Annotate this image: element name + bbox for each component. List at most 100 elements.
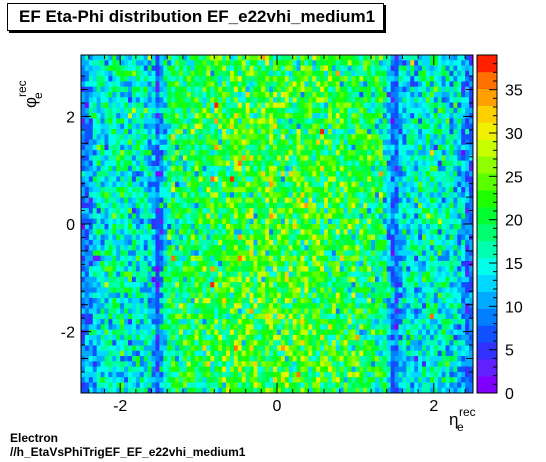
heatmap-cell <box>198 187 203 193</box>
heatmap-cell <box>363 382 368 389</box>
heatmap-cell <box>163 60 168 66</box>
heatmap-cell <box>343 366 348 373</box>
heatmap-cell <box>100 181 105 188</box>
heatmap-cell <box>194 155 199 162</box>
heatmap-cell <box>135 387 141 394</box>
heatmap-cell <box>280 260 286 267</box>
heatmap-cell <box>241 350 247 357</box>
heatmap-cell <box>92 55 98 61</box>
heatmap-cell <box>147 91 152 98</box>
heatmap-cell <box>265 144 270 151</box>
heatmap-cell <box>139 113 145 119</box>
heatmap-cell <box>190 70 196 77</box>
heatmap-cell <box>359 260 364 267</box>
heatmap-cell <box>300 260 305 267</box>
heatmap-cell <box>84 282 90 288</box>
heatmap-cell <box>175 139 180 146</box>
heatmap-cell <box>292 60 297 66</box>
heatmap-cell <box>382 113 388 119</box>
heatmap-cell <box>186 208 192 214</box>
heatmap-cell <box>202 70 207 77</box>
heatmap-cell <box>186 171 192 177</box>
heatmap-cell <box>253 107 258 114</box>
heatmap-cell <box>382 171 388 177</box>
heatmap-cell <box>245 245 250 251</box>
heatmap-cell <box>226 102 231 109</box>
heatmap-cell <box>88 118 94 125</box>
heatmap-cell <box>198 366 203 373</box>
heatmap-cell <box>190 350 196 357</box>
heatmap-cell <box>343 160 348 167</box>
heatmap-cell <box>327 202 333 209</box>
heatmap-cell <box>300 239 305 246</box>
heatmap-cell <box>304 303 309 309</box>
heatmap-cell <box>163 181 168 188</box>
heatmap-cell <box>280 113 286 119</box>
heatmap-cell <box>143 91 149 98</box>
heatmap-cell <box>241 150 247 156</box>
heatmap-cell <box>179 86 184 93</box>
heatmap-cell <box>131 202 137 209</box>
heatmap-cell <box>206 303 211 309</box>
heatmap-cell <box>316 271 321 278</box>
heatmap-cell <box>182 245 188 251</box>
heatmap-cell <box>355 329 360 336</box>
heatmap-cell <box>182 260 188 267</box>
heatmap-cell <box>222 387 227 394</box>
heatmap-cell <box>167 102 172 109</box>
heatmap-cell <box>147 139 152 146</box>
heatmap-cell <box>284 102 290 109</box>
heatmap-cell <box>163 334 168 341</box>
heatmap-cell <box>308 239 313 246</box>
heatmap-cell <box>382 255 388 262</box>
heatmap-cell <box>151 329 156 336</box>
heatmap-cell <box>226 255 231 262</box>
heatmap-cell <box>300 107 305 114</box>
heatmap-cell <box>327 276 333 283</box>
heatmap-cell <box>257 208 262 214</box>
heatmap-cell <box>273 292 278 299</box>
heatmap-cell <box>288 165 294 172</box>
heatmap-cell <box>284 70 290 77</box>
heatmap-cell <box>296 213 301 220</box>
heatmap-cell <box>363 308 368 315</box>
heatmap-cell <box>245 361 250 367</box>
heatmap-cell <box>382 297 388 304</box>
heatmap-cell <box>253 271 258 278</box>
heatmap-cell <box>139 60 145 66</box>
heatmap-cell <box>210 150 215 156</box>
heatmap-cell <box>167 91 172 98</box>
heatmap-cell <box>186 128 192 135</box>
heatmap-cell <box>147 266 152 272</box>
heatmap-cell <box>179 303 184 309</box>
heatmap-cell <box>155 334 160 341</box>
heatmap-cell <box>375 60 380 66</box>
heatmap-cell <box>245 345 250 352</box>
heatmap-cell <box>135 282 141 288</box>
heatmap-cell <box>265 350 270 357</box>
heatmap-cell <box>139 181 145 188</box>
heatmap-cell <box>128 150 133 156</box>
heatmap-cell <box>367 361 372 367</box>
heatmap-cell <box>124 260 129 267</box>
heatmap-cell <box>378 144 384 151</box>
heatmap-cell <box>206 123 211 130</box>
heatmap-cell <box>92 356 98 362</box>
heatmap-cell <box>265 287 270 294</box>
heatmap-cell <box>194 97 199 103</box>
heatmap-cell <box>292 282 297 288</box>
heatmap-cell <box>249 218 254 225</box>
heatmap-cell <box>182 65 188 72</box>
heatmap-cell <box>84 128 90 135</box>
heatmap-cell <box>143 239 149 246</box>
heatmap-cell <box>214 155 219 162</box>
heatmap-cell <box>324 340 329 346</box>
heatmap-cell <box>175 377 180 383</box>
heatmap-cell <box>206 76 211 82</box>
heatmap-cell <box>222 319 227 325</box>
heatmap-cell <box>218 187 223 193</box>
heatmap-cell <box>120 202 125 209</box>
heatmap-cell <box>378 292 384 299</box>
heatmap-cell <box>108 113 113 119</box>
heatmap-cell <box>316 150 321 156</box>
